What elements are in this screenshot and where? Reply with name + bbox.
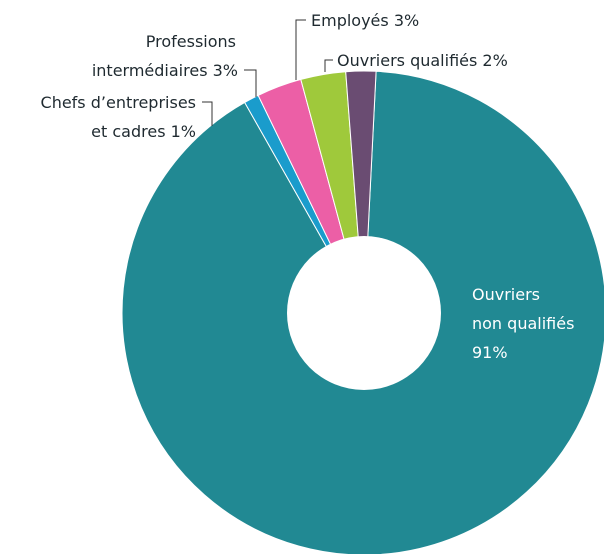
label-ouvriers-qualifies: Ouvriers qualifiés 2% xyxy=(337,51,508,70)
label-employes: Employés 3% xyxy=(311,11,419,30)
label-ouvriers-non-qualifies-value: 91% xyxy=(472,343,508,362)
leader-ouvriers-qualifies xyxy=(324,59,333,72)
label-professions-line1: Professions xyxy=(146,32,236,51)
slice-ouvriers-qualifies xyxy=(345,70,377,314)
label-chefs-line2: et cadres 1% xyxy=(91,122,196,141)
leader-chefs xyxy=(202,101,213,126)
donut-hole xyxy=(287,236,441,390)
label-ouvriers-non-qualifies-line1: Ouvriers xyxy=(472,285,540,304)
leader-professions xyxy=(244,69,257,97)
label-chefs-line1: Chefs d’entreprises xyxy=(41,93,196,112)
label-professions-line2: intermédiaires 3% xyxy=(92,61,238,80)
label-ouvriers-non-qualifies-line2: non qualifiés xyxy=(472,314,574,333)
leader-employes xyxy=(295,19,306,80)
